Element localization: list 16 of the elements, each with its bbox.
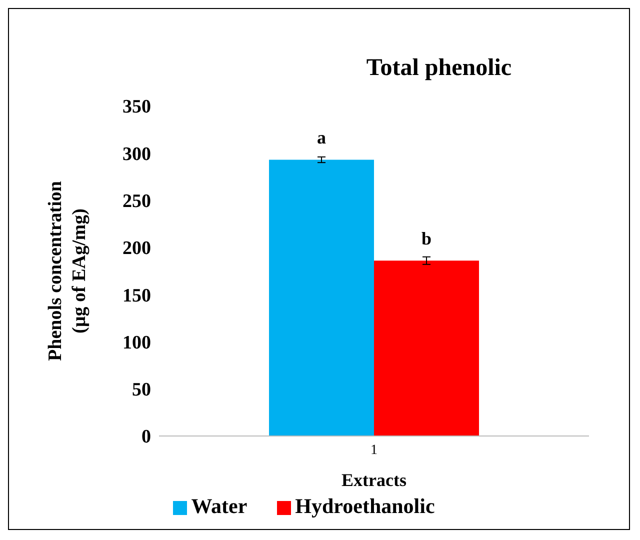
y-tick-label: 350 [122,96,151,118]
y-tick-label: 250 [122,191,151,212]
y-axis-title: Phenols concentration (µg of EAg/mg) [45,180,90,361]
annotation: a [317,128,326,148]
y-tick-label: 300 [122,144,151,165]
y-tick-label: 200 [122,238,151,260]
y-tick-label: 100 [122,332,151,354]
y-tick-label: 50 [132,380,151,401]
legend-label: Water [191,494,248,518]
y-tick-label: 150 [122,285,151,306]
chart-title: Total phenolic [365,55,513,82]
legend-label: Hydroethanolic [295,494,435,518]
x-tick-label: 1 [370,442,378,458]
y-tick-label: 0 [142,426,151,448]
x-axis-title: Extracts [342,470,406,490]
annotation: b [421,228,432,249]
